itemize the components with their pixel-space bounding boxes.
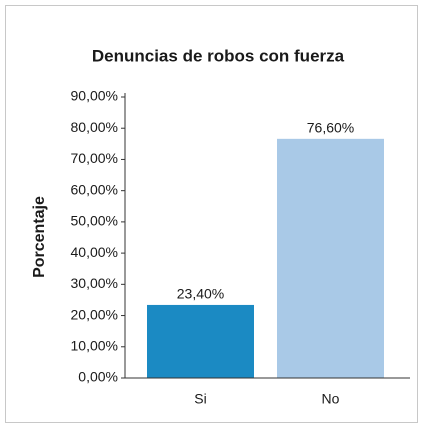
y-tick-label: 10,00% [71,337,118,353]
y-tick-label: 40,00% [71,244,118,260]
x-tick-label: No [322,391,340,407]
x-tick-label: Si [194,391,206,407]
y-tick-label: 60,00% [71,181,118,197]
chart-frame [5,5,418,423]
y-tick-label: 90,00% [71,88,118,104]
value-label: 76,60% [307,120,354,136]
y-tick-label: 50,00% [71,213,118,229]
y-axis-label: Porcentaje [31,196,48,278]
chart-title: Denuncias de robos con fuerza [92,46,345,65]
y-tick-label: 70,00% [71,150,118,166]
y-tick-label: 30,00% [71,275,118,291]
y-tick-label: 80,00% [71,119,118,135]
y-tick-label: 0,00% [78,369,118,385]
value-label: 23,40% [177,286,224,302]
y-tick-label: 20,00% [71,306,118,322]
bar [277,138,384,378]
bar [147,304,254,378]
